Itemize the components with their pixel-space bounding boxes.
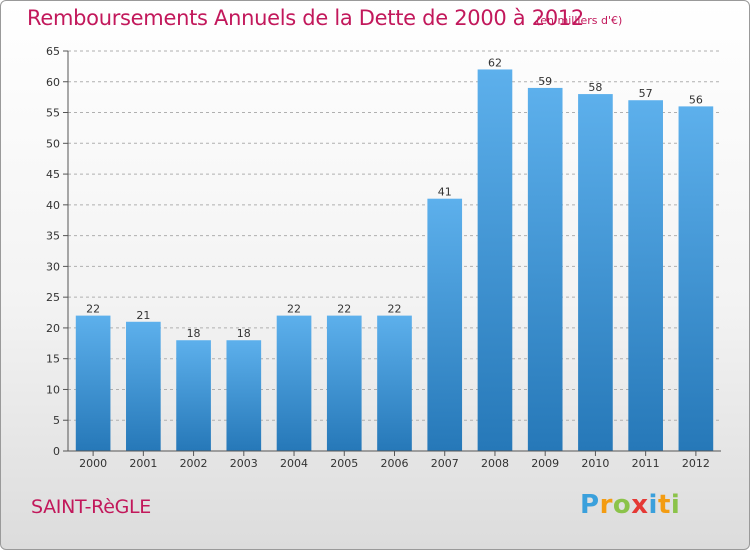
data-label: 62 [488, 56, 502, 69]
x-tick-label: 2006 [381, 457, 409, 470]
x-tick-label: 2007 [431, 457, 459, 470]
data-label: 18 [237, 327, 251, 340]
y-tick-label: 60 [46, 76, 60, 89]
data-label: 41 [438, 186, 452, 199]
y-tick-label: 20 [46, 322, 60, 335]
y-tick-label: 40 [46, 199, 60, 212]
bar-2010 [578, 94, 613, 452]
bar-2005 [326, 315, 362, 451]
y-tick-label: 30 [46, 260, 60, 273]
x-tick-label: 2002 [180, 457, 208, 470]
data-label: 59 [538, 75, 552, 88]
data-label: 22 [388, 303, 402, 316]
bar-2008 [477, 69, 513, 451]
bar-2001 [126, 321, 161, 451]
x-tick-label: 2000 [79, 457, 107, 470]
bar-2003 [226, 340, 262, 451]
y-tick-label: 10 [46, 383, 60, 396]
y-tick-label: 0 [53, 445, 60, 458]
chart-title: Remboursements Annuels de la Dette de 20… [27, 6, 584, 30]
logo-letter: o [612, 490, 632, 520]
bar-2006 [377, 315, 412, 451]
proxiti-logo: Proxiti [580, 490, 680, 520]
x-tick-label: 2001 [129, 457, 157, 470]
bar-2002 [176, 340, 211, 451]
y-tick-label: 50 [46, 137, 60, 150]
x-tick-label: 2010 [581, 457, 609, 470]
y-tick-label: 35 [46, 230, 60, 243]
x-tick-label: 2005 [330, 457, 358, 470]
logo-letter: x [631, 490, 649, 520]
logo-letter: t [657, 490, 671, 520]
chart-unit-label: (en milliers d'€) [536, 14, 623, 27]
y-tick-label: 55 [46, 107, 60, 120]
data-label: 58 [588, 81, 602, 94]
logo-letter: i [670, 490, 681, 520]
data-labels: 22 21 18 18 22 22 22 41 62 59 58 57 56 [86, 56, 703, 340]
y-tick-label: 15 [46, 353, 60, 366]
bar-2000 [75, 315, 111, 451]
data-label: 22 [86, 303, 100, 316]
data-label: 18 [187, 327, 201, 340]
bar-2004 [276, 315, 312, 451]
bar-2012 [678, 106, 714, 451]
bar-2009 [527, 87, 563, 451]
commune-name: SAINT-RèGLE [31, 496, 151, 518]
x-tick-label: 2012 [682, 457, 710, 470]
logo-letter: i [648, 490, 658, 520]
axes: 0 5 10 15 20 25 30 35 40 45 50 55 60 65 2000 2001 2002 20… [46, 45, 721, 470]
y-tick-label: 65 [46, 45, 60, 58]
data-label: 21 [136, 309, 150, 322]
x-tick-label: 2009 [531, 457, 559, 470]
x-tick-label: 2008 [481, 457, 509, 470]
y-tick-label: 5 [53, 414, 60, 427]
bar-2007 [427, 198, 463, 451]
data-label: 22 [287, 303, 301, 316]
data-label: 57 [639, 87, 653, 100]
x-tick-label: 2004 [280, 457, 308, 470]
logo-letter: r [599, 490, 613, 520]
bars [75, 69, 714, 452]
data-label: 56 [689, 93, 703, 106]
x-tick-label: 2011 [632, 457, 660, 470]
data-label: 22 [337, 303, 351, 316]
logo-letter: P [580, 490, 600, 520]
y-tick-label: 25 [46, 291, 60, 304]
y-tick-label: 45 [46, 168, 60, 181]
x-tick-label: 2003 [230, 457, 258, 470]
bar-2011 [628, 100, 663, 451]
